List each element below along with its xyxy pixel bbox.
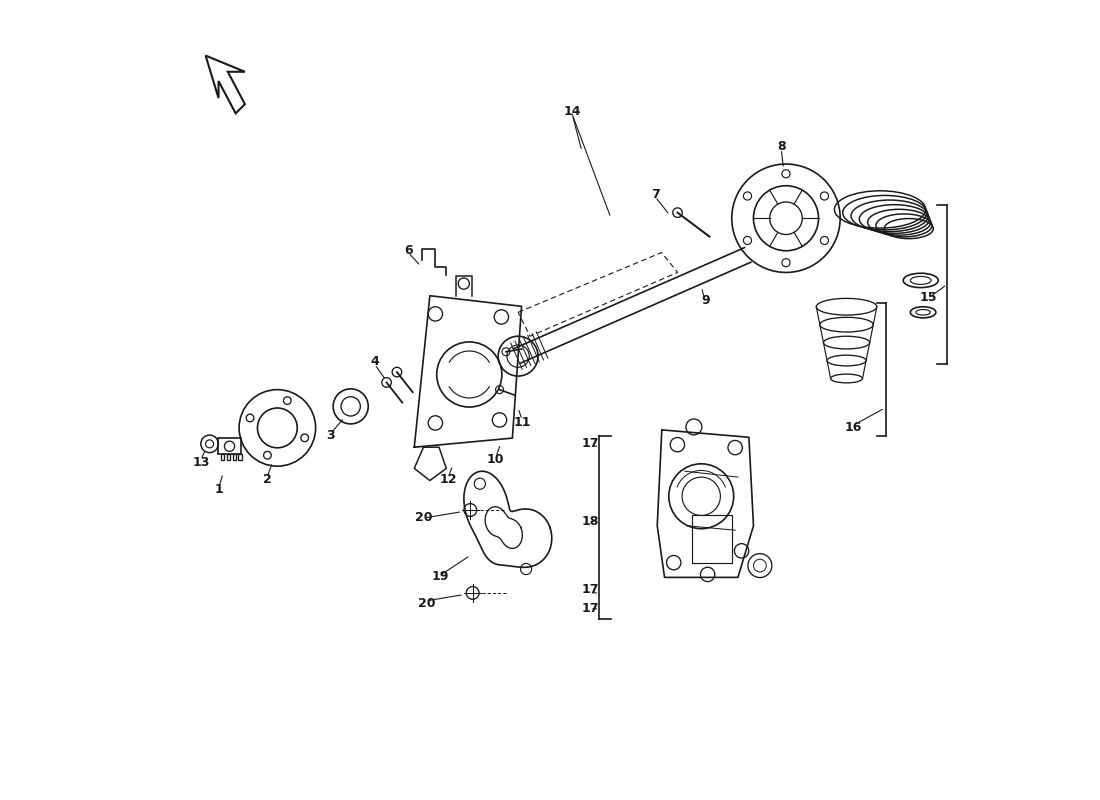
Text: 13: 13 [192, 456, 209, 469]
Text: 4: 4 [371, 355, 380, 368]
Text: 7: 7 [651, 188, 660, 201]
Text: 9: 9 [701, 294, 710, 307]
Text: 12: 12 [439, 474, 456, 486]
Text: 15: 15 [920, 291, 937, 305]
Text: 20: 20 [416, 511, 432, 525]
Text: 10: 10 [487, 454, 505, 466]
Text: 14: 14 [563, 105, 581, 118]
Text: 17: 17 [581, 602, 598, 615]
Text: 3: 3 [327, 430, 336, 442]
Text: 18: 18 [581, 514, 598, 528]
Text: 6: 6 [404, 244, 412, 257]
Text: 20: 20 [418, 597, 436, 610]
Text: 11: 11 [514, 416, 531, 429]
Text: 17: 17 [581, 438, 598, 450]
Text: 19: 19 [431, 570, 449, 583]
Text: 8: 8 [777, 140, 785, 153]
Text: 17: 17 [581, 583, 598, 596]
Text: 16: 16 [845, 422, 861, 434]
Text: 2: 2 [263, 474, 272, 486]
Text: 1: 1 [214, 482, 223, 496]
